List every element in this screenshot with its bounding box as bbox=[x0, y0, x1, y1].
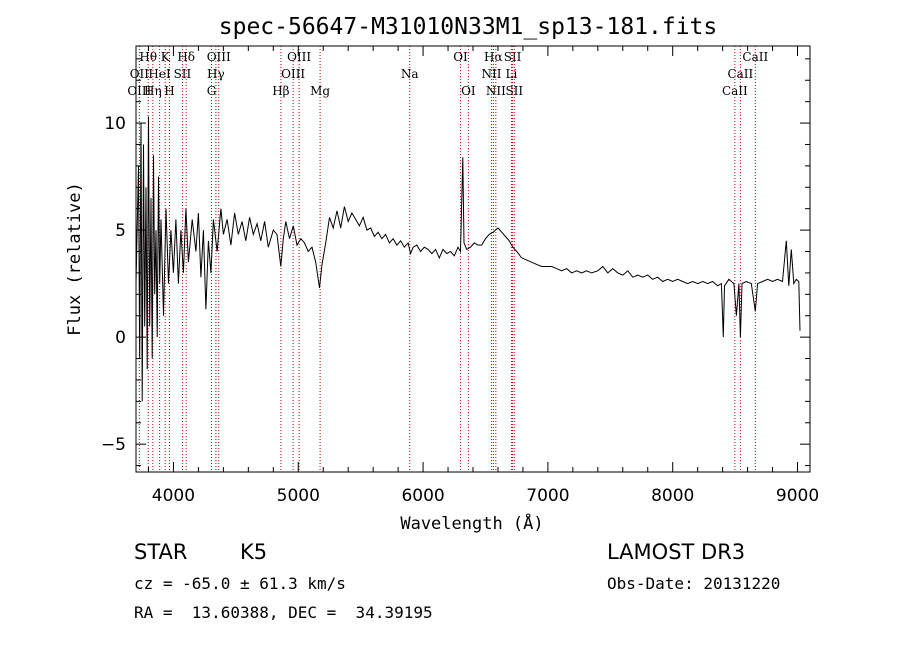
line-label: OII bbox=[130, 67, 150, 81]
object-class: STAR bbox=[134, 540, 188, 564]
y-axis-ticks: −5 0 5 10 bbox=[101, 58, 810, 467]
line-label: OIII bbox=[207, 50, 231, 64]
x-axis-ticks: 4000 5000 6000 7000 8000 9000 bbox=[147, 46, 819, 506]
line-label: OI bbox=[453, 50, 468, 64]
x-tick-label: 8000 bbox=[651, 486, 694, 506]
spectrum-line bbox=[135, 116, 801, 402]
y-tick-label: 0 bbox=[115, 328, 126, 348]
x-tick-label: 4000 bbox=[152, 486, 195, 506]
line-label: NII bbox=[481, 67, 501, 81]
observation-date: Obs-Date: 20131220 bbox=[607, 574, 781, 593]
line-label: H bbox=[164, 84, 174, 98]
x-tick-label: 6000 bbox=[401, 486, 444, 506]
coordinates: RA = 13.60388, DEC = 34.39195 bbox=[134, 603, 433, 622]
line-label: Hγ bbox=[207, 67, 225, 81]
x-tick-label: 7000 bbox=[526, 486, 569, 506]
chart-title: spec-56647-M31010N33M1_sp13-181.fits bbox=[219, 14, 718, 40]
line-label: SII bbox=[504, 50, 522, 64]
line-label: NII bbox=[486, 84, 506, 98]
x-tick-label: 9000 bbox=[776, 486, 819, 506]
line-label: SII bbox=[505, 84, 523, 98]
redshift-velocity: cz = -65.0 ± 61.3 km/s bbox=[134, 574, 346, 593]
line-label: Hθ bbox=[139, 50, 157, 64]
line-label: OIII bbox=[281, 67, 305, 81]
line-label: G bbox=[207, 84, 217, 98]
line-label: CaII bbox=[722, 84, 748, 98]
line-label: Hη bbox=[144, 84, 162, 98]
line-label: Hδ bbox=[177, 50, 195, 64]
object-subclass: K5 bbox=[240, 540, 268, 564]
line-label: OIII bbox=[127, 84, 151, 98]
y-tick-label: 5 bbox=[115, 221, 126, 241]
line-label: Mg bbox=[310, 84, 330, 98]
line-label: CaII bbox=[742, 50, 768, 64]
line-label: Hβ bbox=[272, 84, 289, 98]
x-tick-label: 5000 bbox=[277, 486, 320, 506]
x-axis-label: Wavelength (Å) bbox=[400, 512, 543, 534]
y-axis-label: Flux (relative) bbox=[65, 182, 85, 336]
line-label: K bbox=[161, 50, 171, 64]
line-label: HeI bbox=[148, 67, 171, 81]
line-label: OIII bbox=[287, 50, 311, 64]
line-label: OI bbox=[461, 84, 476, 98]
line-label: Na bbox=[401, 67, 419, 81]
plot-frame bbox=[135, 45, 811, 473]
y-tick-label: 10 bbox=[104, 114, 126, 134]
y-tick-label: −5 bbox=[101, 435, 126, 455]
line-label: CaII bbox=[727, 67, 753, 81]
line-label: Hα bbox=[484, 50, 503, 64]
survey-name: LAMOST DR3 bbox=[607, 540, 746, 564]
line-label: Li bbox=[506, 67, 518, 81]
line-label: SII bbox=[174, 67, 192, 81]
